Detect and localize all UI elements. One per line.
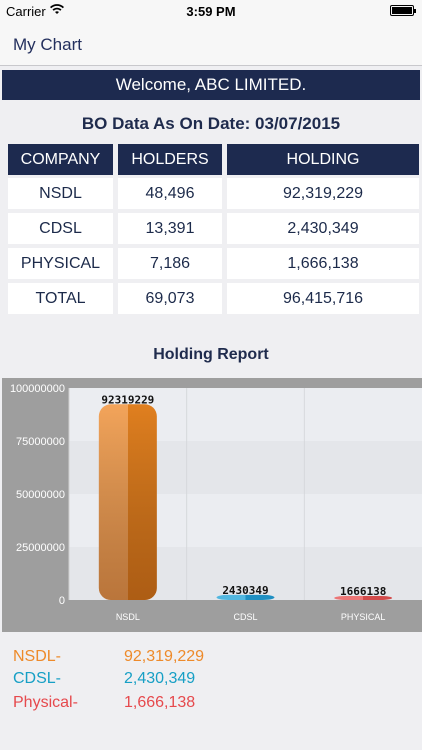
table-cell-company: TOTAL <box>8 283 113 314</box>
table-cell-company: NSDL <box>8 178 113 209</box>
legend-name: CDSL- <box>13 670 62 687</box>
status-time: 3:59 PM <box>186 4 236 19</box>
x-tick-label: CDSL <box>233 612 257 622</box>
table-cell-company: CDSL <box>8 213 113 244</box>
table-cell-holders: 13,391 <box>118 213 222 244</box>
table-cell-holders: 48,496 <box>118 178 222 209</box>
y-tick-label: 75000000 <box>16 436 65 448</box>
battery-icon <box>390 5 416 16</box>
bar-cdsl <box>216 594 275 600</box>
legend-value: 1,666,138 <box>124 694 196 711</box>
y-tick-label: 25000000 <box>16 542 65 554</box>
table-cell-holding: 96,415,716 <box>227 283 419 314</box>
x-tick-label: PHYSICAL <box>341 612 386 622</box>
bar-shade <box>98 404 157 600</box>
x-tick-label: NSDL <box>116 612 140 622</box>
wifi-icon <box>50 4 64 14</box>
navigation-bar: My Chart <box>0 22 422 66</box>
y-tick-label: 0 <box>59 595 65 607</box>
legend-value: 92,319,229 <box>124 648 205 665</box>
bar-value-label: 92319229 <box>101 393 154 406</box>
status-bar: Carrier 3:59 PM <box>0 0 422 22</box>
bar-value-label: 2430349 <box>222 584 268 597</box>
table-cell-holding: 1,666,138 <box>227 248 419 279</box>
bar-physical <box>334 596 393 600</box>
table-header-company: COMPANY <box>8 144 113 175</box>
table-cell-holders: 69,073 <box>118 283 222 314</box>
table-cell-holders: 7,186 <box>118 248 222 279</box>
y-tick-label: 100000000 <box>10 383 65 395</box>
y-tick-label: 50000000 <box>16 489 65 501</box>
table-cell-holding: 92,319,229 <box>227 178 419 209</box>
nav-title: My Chart <box>13 35 82 54</box>
bar-value-label: 1666138 <box>340 585 386 598</box>
table-cell-holding: 2,430,349 <box>227 213 419 244</box>
legend-name: NSDL- <box>13 648 62 665</box>
legend-name: Physical- <box>13 694 78 711</box>
bo-date-heading: BO Data As On Date: 03/07/2015 <box>81 114 341 133</box>
holding-chart-svg: 0 25000000 50000000 75000000 100000000 923192… <box>10 383 422 622</box>
table-header-holding: HOLDING <box>227 144 419 175</box>
carrier-label: Carrier <box>6 4 46 19</box>
table-cell-company: PHYSICAL <box>8 248 113 279</box>
report-title: Holding Report <box>153 346 269 363</box>
legend-value: 2,430,349 <box>124 670 196 687</box>
holding-chart: 0 25000000 50000000 75000000 100000000 923192… <box>2 378 422 632</box>
table-header-holders: HOLDERS <box>118 144 222 175</box>
welcome-banner: Welcome, ABC LIMITED. <box>2 70 420 100</box>
